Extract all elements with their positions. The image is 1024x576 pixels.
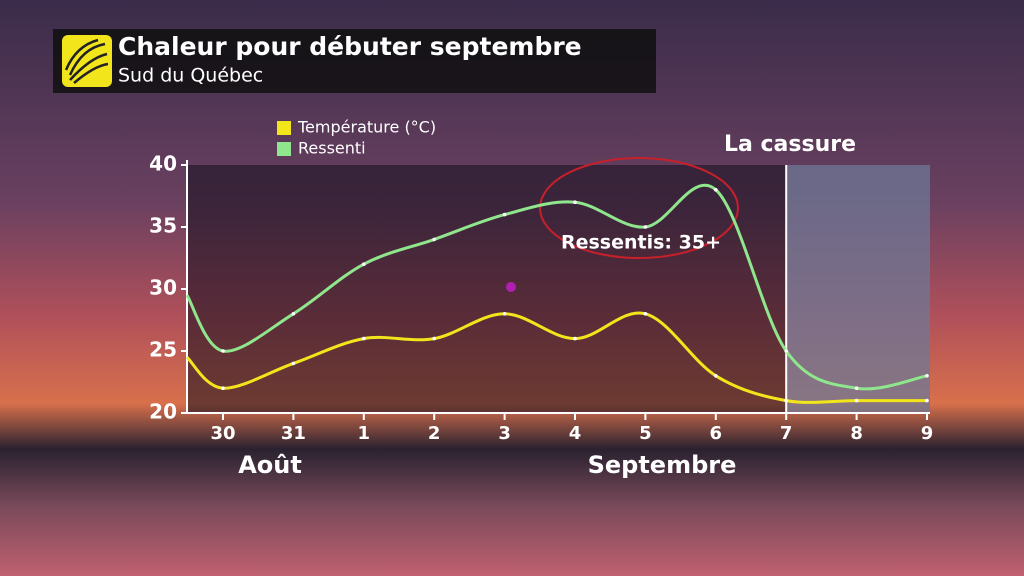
data-point [502, 312, 507, 316]
break-label: La cassure [724, 132, 856, 157]
callout-ellipse [539, 157, 739, 259]
data-point [432, 336, 437, 341]
month-label: Septembre [588, 451, 737, 479]
legend-swatch [277, 142, 291, 156]
x-tick-label: 6 [710, 423, 723, 444]
data-point [925, 374, 929, 378]
x-tick-label: 7 [780, 423, 793, 444]
data-point [643, 312, 648, 316]
data-point [362, 262, 366, 267]
data-point [502, 212, 507, 217]
data-point [291, 361, 296, 366]
y-tick-label: 25 [149, 338, 177, 362]
month-label: Août [238, 451, 302, 479]
data-point [714, 188, 718, 192]
y-tick-label: 30 [149, 276, 177, 300]
callout-label: Ressentis: 35+ [561, 232, 721, 254]
x-tick-label: 31 [281, 423, 306, 444]
data-point [714, 374, 718, 378]
data-point [432, 237, 437, 242]
data-point [643, 225, 648, 229]
data-point [784, 398, 788, 403]
x-tick-label: 30 [210, 423, 235, 444]
x-tick-label: 9 [921, 423, 934, 444]
data-point [854, 398, 859, 403]
legend-swatch [277, 121, 291, 135]
y-tick-label: 40 [149, 152, 177, 176]
data-point [362, 336, 366, 341]
chart-subtitle: Sud du Québec [118, 65, 263, 87]
break-region [786, 165, 930, 413]
legend-label: Ressenti [298, 139, 366, 158]
x-tick-label: 1 [358, 423, 371, 444]
x-tick-label: 8 [850, 423, 863, 444]
x-tick-label: 2 [428, 423, 441, 444]
data-point [573, 336, 577, 341]
logo-mark [64, 38, 109, 84]
data-point [925, 398, 929, 403]
x-tick-label: 3 [498, 423, 511, 444]
x-tick-label: 5 [639, 423, 652, 444]
data-point [221, 386, 225, 391]
data-point [854, 386, 859, 391]
y-tick-label: 20 [149, 400, 177, 424]
chart-title: Chaleur pour débuter septembre [118, 32, 582, 61]
data-point [221, 349, 225, 353]
y-tick-label: 35 [149, 214, 177, 238]
data-point [784, 349, 788, 353]
decor-dot [506, 282, 516, 292]
title-box [53, 29, 656, 93]
x-tick-label: 4 [569, 423, 582, 444]
data-point [291, 312, 296, 316]
data-point [573, 200, 577, 204]
legend-label: Température (°C) [297, 118, 436, 137]
